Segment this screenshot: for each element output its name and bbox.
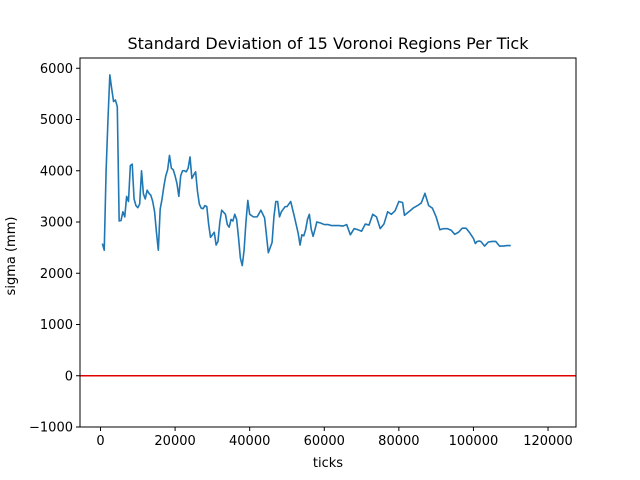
y-tick-label: 5000 [40, 113, 73, 128]
y-tick-label: 1000 [40, 318, 73, 333]
y-tick-label: 0 [65, 369, 73, 384]
x-tick-label: 100000 [449, 434, 499, 449]
chart-title: Standard Deviation of 15 Voronoi Regions… [128, 34, 530, 53]
x-tick-label: 80000 [378, 434, 419, 449]
series-line-sigma [101, 74, 511, 267]
x-tick-label: 20000 [154, 434, 195, 449]
x-tick-label: 40000 [229, 434, 270, 449]
plot-frame [79, 57, 577, 428]
plot-area: 0 20000 40000 60000 80000 100000 120000 −1000 0 1… [29, 62, 576, 449]
y-tick-label: 3000 [40, 216, 73, 231]
x-tick-label: 120000 [523, 434, 573, 449]
x-axis-label: ticks [313, 456, 343, 471]
y-tick-label: 6000 [40, 62, 73, 77]
x-tick-label: 0 [96, 434, 104, 449]
y-tick-label: 4000 [40, 164, 73, 179]
y-tick-label: −1000 [29, 421, 73, 436]
x-tick-label: 60000 [304, 434, 345, 449]
y-tick-label: 2000 [40, 267, 73, 282]
y-axis-label: sigma (mm) [4, 217, 19, 296]
